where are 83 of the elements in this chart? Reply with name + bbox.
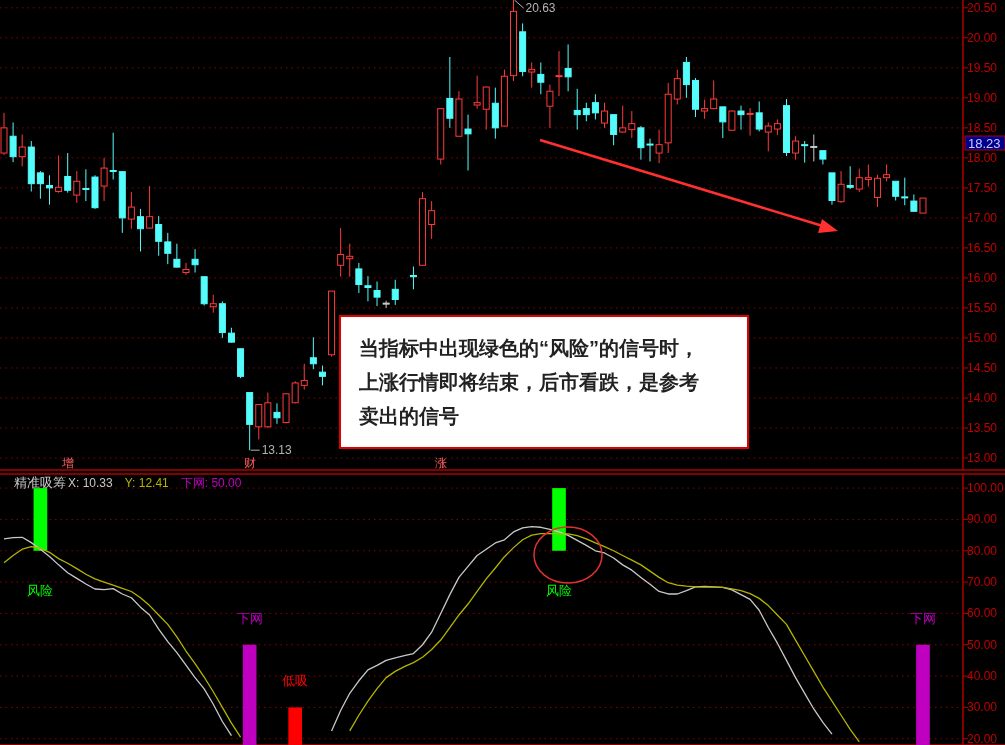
candlestick	[100, 157, 108, 202]
y-tick-label: 13.50	[967, 420, 998, 435]
y-tick-label: 20.50	[967, 0, 998, 15]
candlestick	[373, 281, 381, 307]
candlestick	[664, 82, 672, 154]
data-label: 低吸	[282, 673, 309, 689]
data-label: 风险	[546, 582, 573, 598]
candlestick	[837, 170, 845, 203]
y-tick-label: 19.50	[967, 60, 998, 75]
y-tick-label: 18.00	[967, 150, 998, 165]
y-tick-label: 20.00	[967, 30, 998, 45]
text: 18.23	[968, 136, 1001, 151]
y-tick-label: 16.50	[967, 240, 998, 255]
candlestick	[0, 112, 8, 156]
candlestick	[55, 154, 63, 192]
y-tick-label: 60.00	[967, 606, 998, 621]
candlestick	[555, 50, 563, 97]
text: 13.13	[261, 443, 292, 458]
y-tick-label: 17.00	[967, 210, 998, 225]
candlestick	[864, 163, 872, 188]
candlestick	[510, 0, 518, 82]
y-tick-label: 20.00	[967, 731, 998, 745]
candlestick	[428, 200, 436, 240]
candlestick	[391, 279, 399, 306]
candlestick	[309, 336, 317, 370]
chart-title: 精准吸筹	[14, 475, 66, 490]
candlestick	[155, 215, 163, 257]
candlestick	[382, 300, 390, 309]
x-tick-label: 增	[60, 456, 74, 470]
data-label: 下网	[236, 610, 263, 626]
y-tick-label: 70.00	[967, 575, 998, 590]
candlestick	[364, 275, 372, 302]
y-tick-label: 19.00	[967, 90, 998, 105]
text: 下网: 50.00	[180, 476, 242, 490]
y-tick-label: 18.50	[967, 120, 998, 135]
y-tick-label: 90.00	[967, 512, 998, 527]
y-tick-label: 30.00	[967, 700, 998, 715]
y-tick-label: 50.00	[967, 637, 998, 652]
candlestick	[682, 56, 690, 99]
text: 20.63	[525, 1, 556, 15]
candlestick	[464, 114, 472, 171]
candlestick	[191, 248, 199, 274]
text: Y: 12.41	[124, 476, 170, 490]
candlestick	[737, 105, 745, 131]
candlestick	[218, 300, 226, 339]
candlestick	[337, 227, 345, 278]
candlestick	[546, 84, 554, 129]
y-tick-label: 17.50	[967, 180, 998, 195]
candlestick	[273, 402, 281, 425]
note-box: 当指标中出现绿色的“风险”的信号时，上涨行情即将结束，后市看跌，是参考卖出的信号	[339, 315, 749, 449]
candlestick	[746, 107, 754, 137]
y-tick-label: 14.50	[967, 360, 998, 375]
y-tick-label: 15.00	[967, 330, 998, 345]
candlestick	[346, 243, 354, 278]
x-tick-label: 涨	[434, 456, 447, 470]
candlestick	[537, 61, 545, 95]
candlestick	[264, 392, 272, 428]
y-tick-label: 15.50	[967, 300, 998, 315]
candlestick	[573, 88, 581, 131]
candlestick	[182, 262, 190, 276]
candlestick	[473, 75, 481, 110]
candlestick	[628, 110, 636, 139]
candlestick	[446, 56, 454, 129]
data-label: 风险	[27, 582, 54, 598]
candlestick	[300, 363, 308, 391]
y-tick-label: 80.00	[967, 543, 998, 558]
y-tick-label: 16.00	[967, 270, 998, 285]
candlestick	[18, 133, 26, 167]
y-tick-label: 100.00	[967, 481, 1005, 496]
candlestick	[127, 191, 135, 230]
candlestick	[9, 121, 17, 163]
x-tick-label: 财	[243, 456, 256, 470]
y-tick-label: 40.00	[967, 669, 998, 684]
candlestick	[491, 87, 499, 140]
candlestick	[64, 152, 72, 194]
candlestick	[528, 61, 536, 89]
candlestick	[45, 174, 53, 206]
y-tick-label: 14.00	[967, 390, 998, 405]
y-tick-label: 13.00	[967, 450, 998, 465]
candlestick	[655, 129, 663, 164]
text: X: 10.33	[68, 476, 114, 490]
candlestick	[564, 43, 572, 92]
data-label: 下网	[909, 610, 936, 626]
